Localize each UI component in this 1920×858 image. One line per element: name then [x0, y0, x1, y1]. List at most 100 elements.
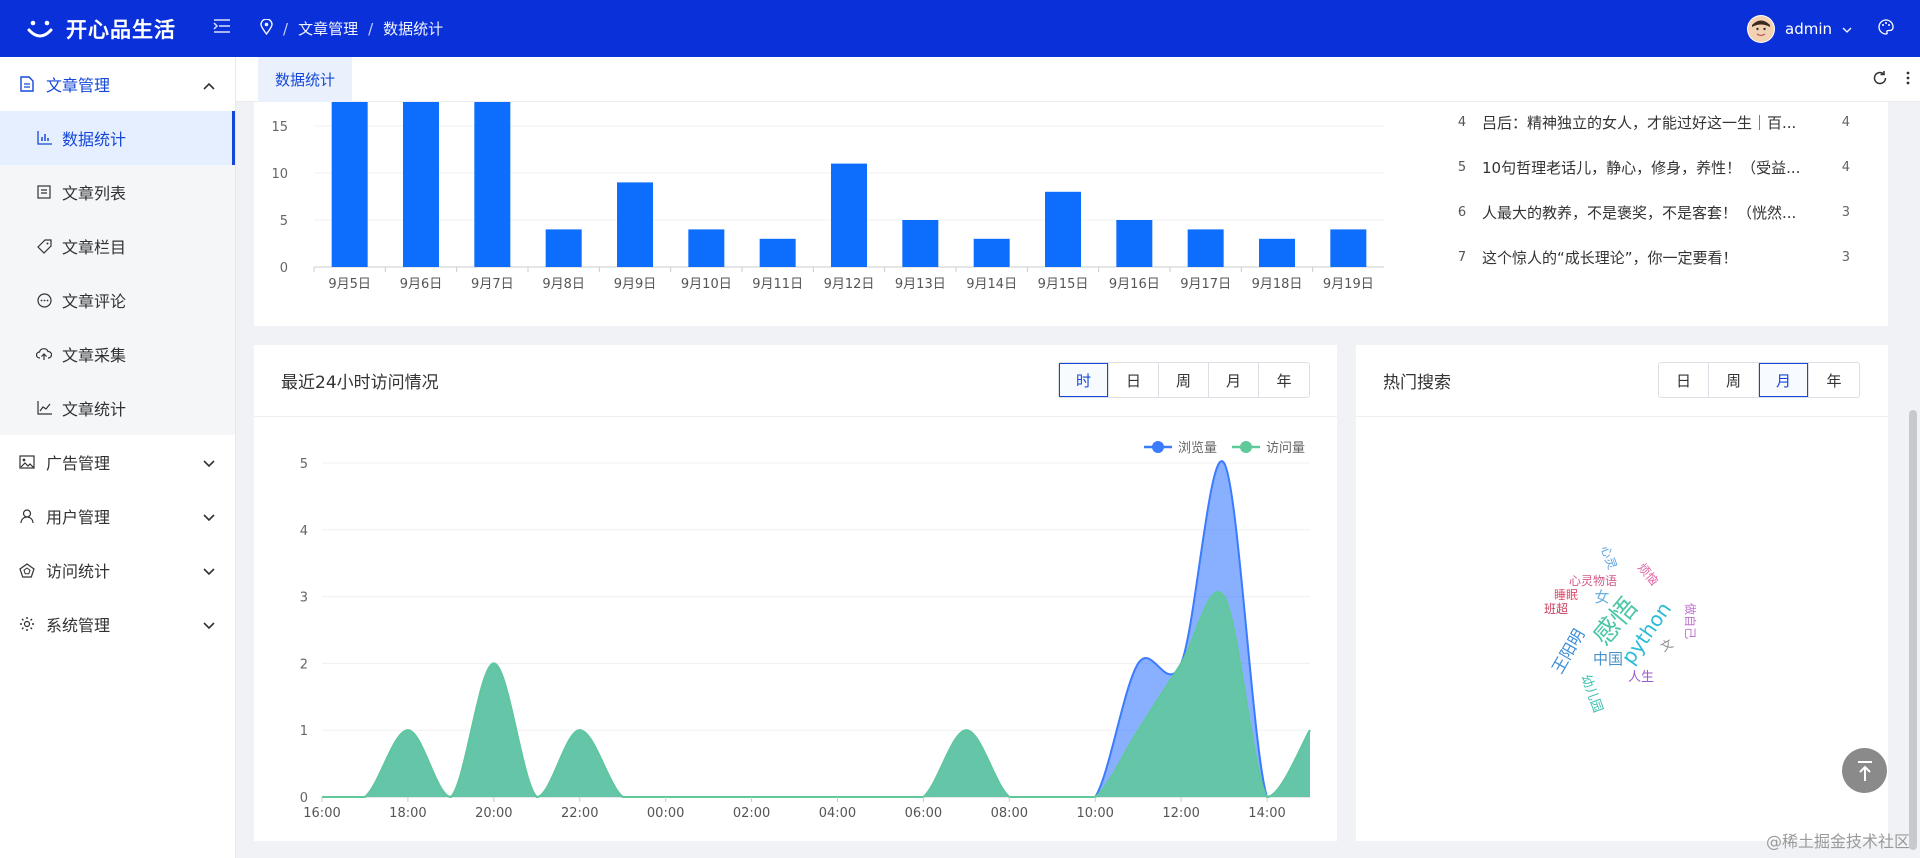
ranking-row[interactable]: 4 吕后：精神独立的女人，才能过好这一生｜百... 4 [1442, 107, 1872, 137]
bar[interactable] [617, 182, 653, 267]
x-tick-label: 18:00 [389, 806, 426, 821]
y-tick-label: 1 [300, 724, 308, 739]
y-tick-label: 10 [271, 167, 288, 182]
collapse-menu-icon[interactable] [210, 18, 234, 39]
visits-period-button[interactable]: 年 [1276, 371, 1292, 390]
sidebar-item-label: 数据统计 [62, 130, 127, 149]
sidebar-item-label: 文章统计 [62, 400, 127, 419]
rank-title[interactable]: 10句哲理老话儿，静心，修身，养性！（受益... [1482, 158, 1801, 177]
visits-period-button[interactable]: 时 [1059, 363, 1109, 397]
sidebar-item-article-list[interactable]: 文章列表 [0, 165, 235, 219]
chevron-down-icon [203, 507, 215, 526]
word-cloud-word[interactable]: 烦恼 [1635, 561, 1661, 588]
bar[interactable] [1187, 229, 1224, 267]
rank-title[interactable]: 这个惊人的“成长理论”，你一定要看！ [1482, 248, 1738, 267]
sidebar-item-data-stats[interactable]: 数据统计 [0, 111, 235, 165]
legend-label: 浏览量 [1178, 440, 1217, 456]
bar[interactable] [973, 238, 1010, 267]
visits-24h-card: 最近24小时访问情况 时日周月年 0 1 2 3 4 5 16:00 18:00 20:00 22… [254, 345, 1337, 841]
bar-chart-icon [36, 130, 52, 146]
legend-item[interactable]: 访问量 [1232, 441, 1305, 456]
sidebar-group-system[interactable]: 系统管理 [0, 597, 235, 651]
sidebar-group-ads[interactable]: 广告管理 [0, 435, 235, 489]
word-cloud-word[interactable]: 心灵 [1598, 544, 1619, 571]
top-bar: 开心品生活 / 文章管理 / 数据统计 admin [0, 0, 1920, 57]
sidebar-item-article-collect[interactable]: 文章采集 [0, 327, 235, 381]
hot-search-period-button[interactable]: 年 [1826, 371, 1842, 390]
y-tick-label: 0 [300, 791, 308, 806]
refresh-icon[interactable] [1872, 70, 1888, 90]
word-cloud-word[interactable]: 人生 [1628, 670, 1654, 685]
rank-value: 3 [1841, 249, 1850, 265]
ranking-row[interactable]: 5 10句哲理老话儿，静心，修身，养性！（受益... 4 [1442, 152, 1872, 182]
sidebar-group-visits[interactable]: 访问统计 [0, 543, 235, 597]
tab-data-stats[interactable]: 数据统计 [258, 57, 353, 102]
username[interactable]: admin [1785, 19, 1832, 38]
word-cloud-word[interactable]: 文 [1658, 636, 1676, 655]
bar[interactable] [1116, 220, 1153, 267]
ranking-row[interactable]: 7 这个惊人的“成长理论”，你一定要看！ 3 [1442, 242, 1872, 272]
rank-number: 4 [1457, 114, 1467, 130]
ranking-row[interactable]: 6 人最大的教养，不是褒奖，不是客套！（恍然... 3 [1442, 197, 1872, 227]
visits-period-button[interactable]: 月 [1209, 363, 1259, 397]
sidebar-item-article-column[interactable]: 文章栏目 [0, 219, 235, 273]
breadcrumb-item[interactable]: 文章管理 [298, 20, 359, 38]
back-to-top-button[interactable] [1842, 748, 1887, 793]
bar[interactable] [1330, 229, 1367, 267]
sidebar-group-label: 文章管理 [46, 76, 111, 95]
bar[interactable] [403, 102, 439, 267]
word-cloud-word[interactable]: 睡眠 [1554, 588, 1578, 602]
chevron-down-icon[interactable] [1842, 19, 1852, 38]
user-menu[interactable]: admin [1747, 0, 1920, 57]
sidebar-item-article-comment[interactable]: 文章评论 [0, 273, 235, 327]
sidebar-group-article[interactable]: 文章管理 [0, 57, 235, 111]
bar[interactable] [474, 102, 511, 267]
rank-value: 3 [1841, 204, 1850, 220]
sidebar-group-users[interactable]: 用户管理 [0, 489, 235, 543]
x-tick-label: 9月6日 [400, 277, 443, 292]
word-cloud-word[interactable]: 班超 [1544, 601, 1568, 616]
sidebar-item-article-stats[interactable]: 文章统计 [0, 381, 235, 435]
tab-tools [1872, 70, 1910, 90]
word-cloud-word[interactable]: 王阳明 [1548, 626, 1588, 677]
bar[interactable] [759, 238, 796, 267]
x-tick-label: 12:00 [1162, 806, 1199, 821]
bar[interactable] [902, 220, 939, 267]
x-tick-label: 22:00 [561, 806, 598, 821]
word-cloud-word[interactable]: 心灵物语 [1569, 574, 1617, 588]
gear-icon [18, 615, 36, 633]
area-series-line[interactable] [321, 591, 1311, 799]
bar[interactable] [1045, 191, 1081, 267]
visits-period-button[interactable]: 周 [1159, 363, 1209, 397]
rank-title[interactable]: 吕后：精神独立的女人，才能过好这一生｜百... [1482, 113, 1797, 132]
word-cloud-word[interactable]: 幼儿园 [1578, 673, 1605, 715]
page-scrollbar[interactable] [1909, 410, 1917, 850]
x-tick-label: 9月19日 [1323, 277, 1374, 292]
word-cloud-word[interactable]: 女 [1594, 588, 1609, 606]
breadcrumb-item: 数据统计 [383, 20, 444, 38]
theme-palette-icon[interactable] [1878, 18, 1894, 39]
word-cloud-word[interactable]: 中国 [1593, 650, 1623, 668]
hot-search-period-button[interactable]: 周 [1709, 363, 1759, 397]
y-tick-label: 0 [280, 261, 288, 276]
cloud-upload-icon [36, 346, 52, 362]
bar[interactable] [545, 229, 582, 267]
bar[interactable] [331, 102, 368, 267]
bar[interactable] [831, 163, 867, 267]
more-vertical-icon[interactable] [1906, 70, 1910, 90]
visits-period-switch: 时日周月年 [1058, 362, 1310, 398]
sidebar-item-label: 文章评论 [62, 292, 127, 311]
visits-period-button[interactable]: 日 [1109, 363, 1159, 397]
hot-search-period-button[interactable]: 月 [1759, 363, 1809, 397]
word-cloud-word[interactable]: 做自己 [1683, 603, 1698, 639]
avatar[interactable] [1747, 14, 1775, 43]
bar[interactable] [688, 229, 725, 267]
bar[interactable] [1259, 238, 1295, 267]
hot-search-period-button[interactable]: 日 [1659, 363, 1709, 397]
rank-title[interactable]: 人最大的教养，不是褒奖，不是客套！（恍然... [1482, 203, 1797, 222]
rank-number: 6 [1457, 204, 1467, 220]
x-tick-label: 9月10日 [681, 277, 732, 292]
pentagon-icon [18, 561, 36, 579]
legend-item[interactable]: 浏览量 [1144, 440, 1217, 456]
